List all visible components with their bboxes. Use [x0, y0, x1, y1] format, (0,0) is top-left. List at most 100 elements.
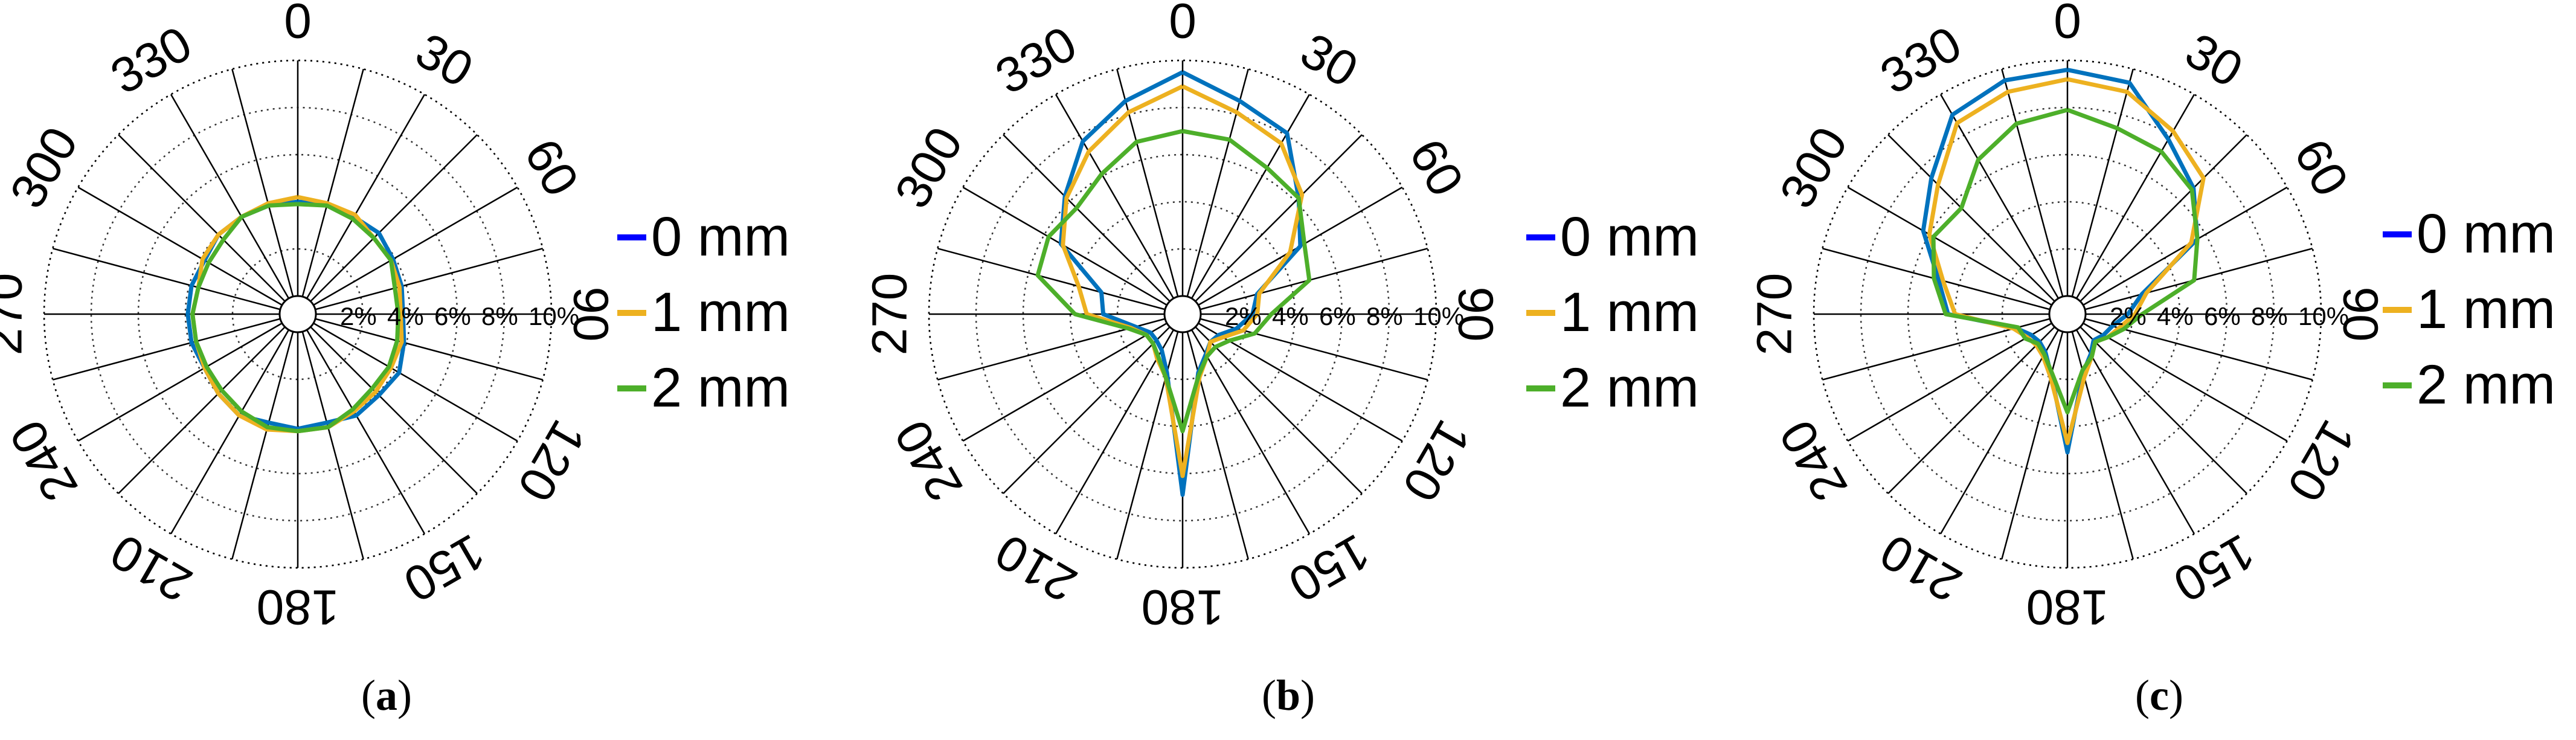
radial-tick-label: 6% — [434, 302, 471, 330]
angle-tick-label: 120 — [507, 411, 596, 510]
grid-spoke — [1195, 326, 1363, 494]
radial-tick-label: 2% — [2110, 302, 2147, 330]
grid-spoke — [52, 248, 281, 310]
legend-item: 1 mm — [2383, 272, 2555, 347]
caption-c: (c) — [2135, 671, 2183, 719]
grid-spoke — [937, 248, 1166, 310]
radial-tick-label: 6% — [1319, 302, 1356, 330]
legend-label: 2 mm — [1560, 357, 1699, 419]
series-line-2-mm — [1931, 108, 2200, 415]
series-line-1-mm — [1061, 84, 1305, 478]
grid-spoke — [315, 318, 544, 381]
grid-spoke — [118, 326, 286, 494]
grid-spoke — [1847, 186, 2052, 306]
grid-spoke — [1116, 68, 1179, 297]
grid-spoke — [2075, 94, 2195, 299]
grid-spoke — [2001, 331, 2064, 560]
angle-tick-label: 300 — [884, 118, 973, 217]
radial-tick-label: 4% — [387, 302, 424, 330]
grid-spoke — [301, 331, 364, 560]
angle-tick-label: 240 — [0, 411, 89, 510]
legend-label: 1 mm — [651, 282, 790, 343]
grid-spoke — [1003, 326, 1171, 494]
grid-spoke — [1116, 331, 1179, 560]
angle-tick-label: 210 — [1872, 523, 1971, 612]
grid-spoke — [301, 68, 364, 297]
legend-item: 0 mm — [1526, 199, 1699, 275]
radial-tick-label: 8% — [481, 302, 518, 330]
radial-tick-label: 4% — [1272, 302, 1309, 330]
angle-tick-label: 240 — [1769, 411, 1858, 510]
grid-spoke — [1200, 248, 1428, 310]
grid-spoke — [1939, 94, 2060, 299]
radial-tick-label: 8% — [1366, 302, 1403, 330]
angle-tick-label: 120 — [1392, 411, 1480, 510]
grid-spoke — [1847, 322, 2052, 442]
angle-tick-label: 270 — [1747, 273, 1802, 356]
angle-tick-label: 150 — [1280, 523, 1379, 612]
panel-b: 2% 4% 6% 8% 10% 0 30 60 90 120 150 180 210 240 270 300 3… — [862, 0, 1742, 740]
grid-spoke — [2084, 248, 2313, 310]
grid-spoke — [1939, 329, 2060, 535]
grid-spoke — [313, 322, 518, 442]
angle-tick-label: 330 — [987, 16, 1086, 105]
grid-spoke — [231, 331, 294, 560]
radial-tick-label: 10% — [1413, 302, 1464, 330]
grid-spoke — [2075, 329, 2195, 535]
legend-item: 0 mm — [2383, 196, 2555, 272]
angle-tick-label: 60 — [514, 130, 589, 205]
series-line-2-mm — [1035, 129, 1312, 434]
panel-a: 2% 4% 6% 8% 10% 0 30 60 90 120 150 180 210 240 270 300 3… — [0, 0, 858, 740]
angle-tick-label: 150 — [395, 523, 494, 612]
grid-spoke — [306, 329, 426, 535]
grid-spoke — [1198, 322, 1403, 442]
grid-spoke — [1055, 329, 1175, 535]
legend-swatch — [617, 309, 646, 316]
series-line-0-mm — [1058, 70, 1303, 497]
legend-label: 1 mm — [2417, 278, 2555, 340]
grid-spoke — [2080, 134, 2247, 302]
series-line-0-mm — [185, 199, 406, 431]
angle-tick-label: 30 — [1291, 23, 1366, 98]
grid-spoke — [170, 329, 290, 535]
angle-tick-label: 180 — [257, 580, 339, 635]
legend-item: 2 mm — [617, 350, 790, 426]
grid-spoke — [52, 318, 281, 381]
radial-tick-label: 10% — [2298, 302, 2349, 330]
center-hole — [2048, 295, 2087, 333]
grid-spoke — [170, 94, 290, 299]
grid-spoke — [310, 134, 478, 302]
radial-tick-label: 2% — [340, 302, 377, 330]
panel-c: 2% 4% 6% 8% 10% 0 30 60 90 120 150 180 210 240 270 300 3… — [1747, 0, 2576, 740]
legend-swatch — [617, 385, 646, 391]
angle-tick-label: 210 — [987, 523, 1086, 612]
grid-spoke — [1055, 94, 1175, 299]
angle-tick-label: 90 — [2333, 286, 2388, 341]
legend-item: 2 mm — [2383, 347, 2555, 423]
angle-tick-label: 300 — [0, 118, 89, 217]
legend-c: 0 mm 1 mm 2 mm — [2383, 196, 2555, 423]
legend-swatch — [1526, 234, 1555, 240]
angle-tick-label: 90 — [564, 286, 618, 341]
legend-item: 1 mm — [617, 275, 790, 350]
legend-swatch — [1526, 385, 1555, 391]
legend-label: 0 mm — [2417, 203, 2555, 265]
grid-spoke — [1195, 134, 1363, 302]
angle-tick-label: 330 — [1872, 16, 1971, 105]
angle-tick-label: 240 — [884, 411, 973, 510]
grid-spoke — [313, 186, 518, 306]
legend-label: 0 mm — [1560, 206, 1699, 268]
grid-spoke — [1186, 331, 1249, 560]
grid-spoke — [2071, 68, 2134, 297]
angle-tick-label: 60 — [1399, 130, 1474, 205]
legend-b: 0 mm 1 mm 2 mm — [1526, 199, 1699, 426]
series-line-1-mm — [1927, 77, 2206, 445]
grid-spoke — [2001, 68, 2064, 297]
legend-swatch — [1526, 309, 1555, 316]
grid-spoke — [1887, 134, 2055, 302]
angle-tick-label: 90 — [1448, 286, 1503, 341]
radial-tick-label: 2% — [1225, 302, 1262, 330]
legend-label: 2 mm — [651, 357, 790, 419]
